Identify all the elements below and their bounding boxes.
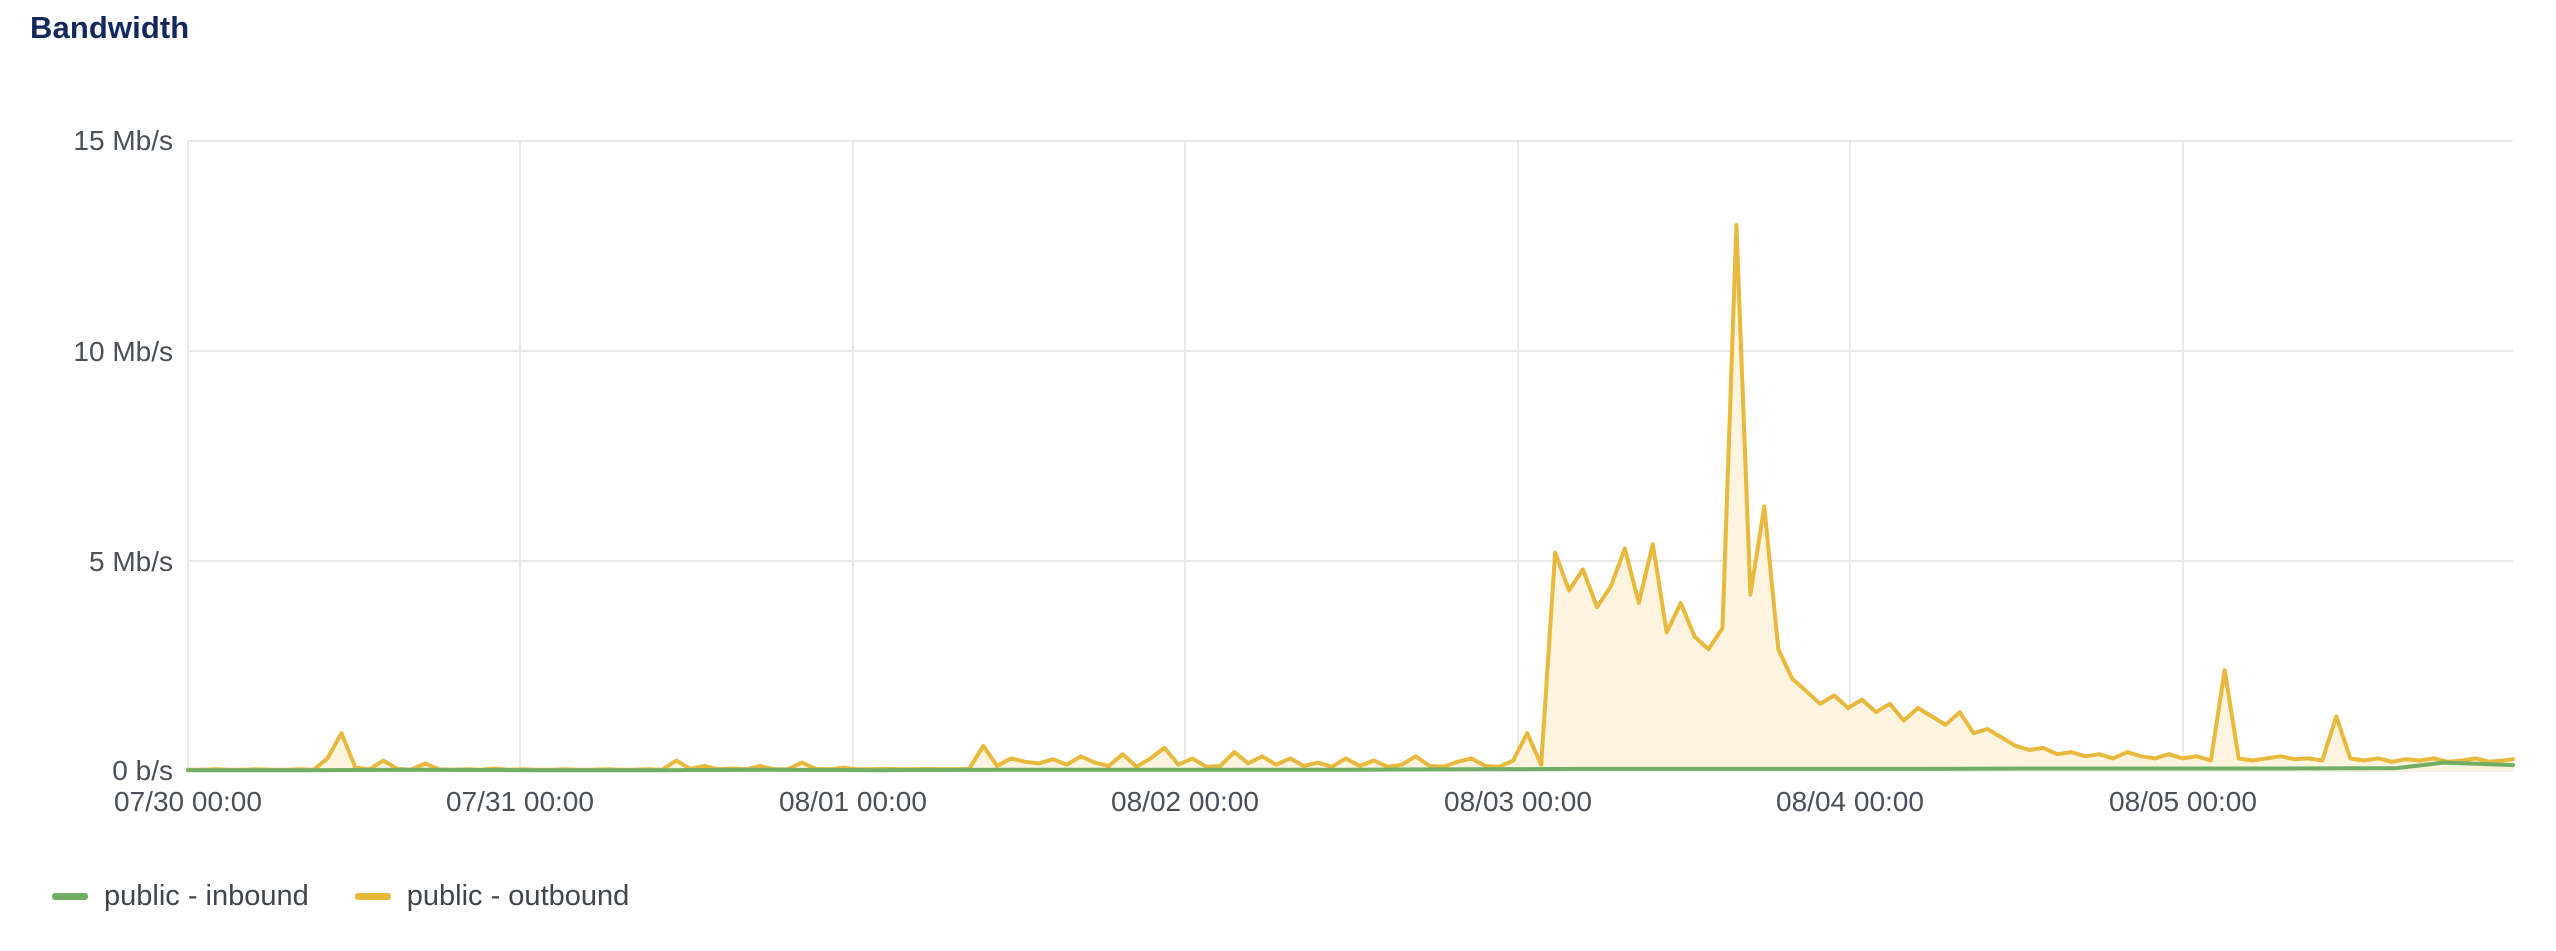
x-tick-label-0730: 07/30 00:00 — [114, 786, 262, 817]
y-tick-label-10: 10 Mb/s — [73, 336, 173, 367]
y-tick-label-5: 5 Mb/s — [88, 546, 173, 577]
series-lines — [186, 223, 2515, 773]
x-tick-label-0804: 08/04 00:00 — [1776, 786, 1924, 817]
x-tick-label-0801: 08/01 00:00 — [779, 786, 927, 817]
x-tick-label-0803: 08/03 00:00 — [1444, 786, 1592, 817]
legend-label-inbound: public - inbound — [104, 880, 309, 912]
x-tick-label-0802: 08/02 00:00 — [1111, 786, 1259, 817]
legend-item-inbound[interactable]: public - inbound — [52, 880, 309, 913]
chart-legend: public - inbound public - outbound — [52, 880, 629, 913]
line-swatch-icon — [52, 893, 88, 900]
y-tick-label-15: 15 Mb/s — [73, 125, 173, 156]
x-tick-label-0805: 08/05 00:00 — [2109, 786, 2257, 817]
y-tick-label-0: 0 b/s — [112, 755, 173, 786]
page-title: Bandwidth — [30, 10, 190, 45]
line-swatch-icon — [354, 893, 391, 900]
legend-item-outbound[interactable]: public - outbound — [354, 880, 630, 913]
x-tick-label-0731: 07/31 00:00 — [446, 786, 594, 817]
legend-label-outbound: public - outbound — [406, 880, 630, 912]
grid-lines — [187, 140, 2513, 772]
